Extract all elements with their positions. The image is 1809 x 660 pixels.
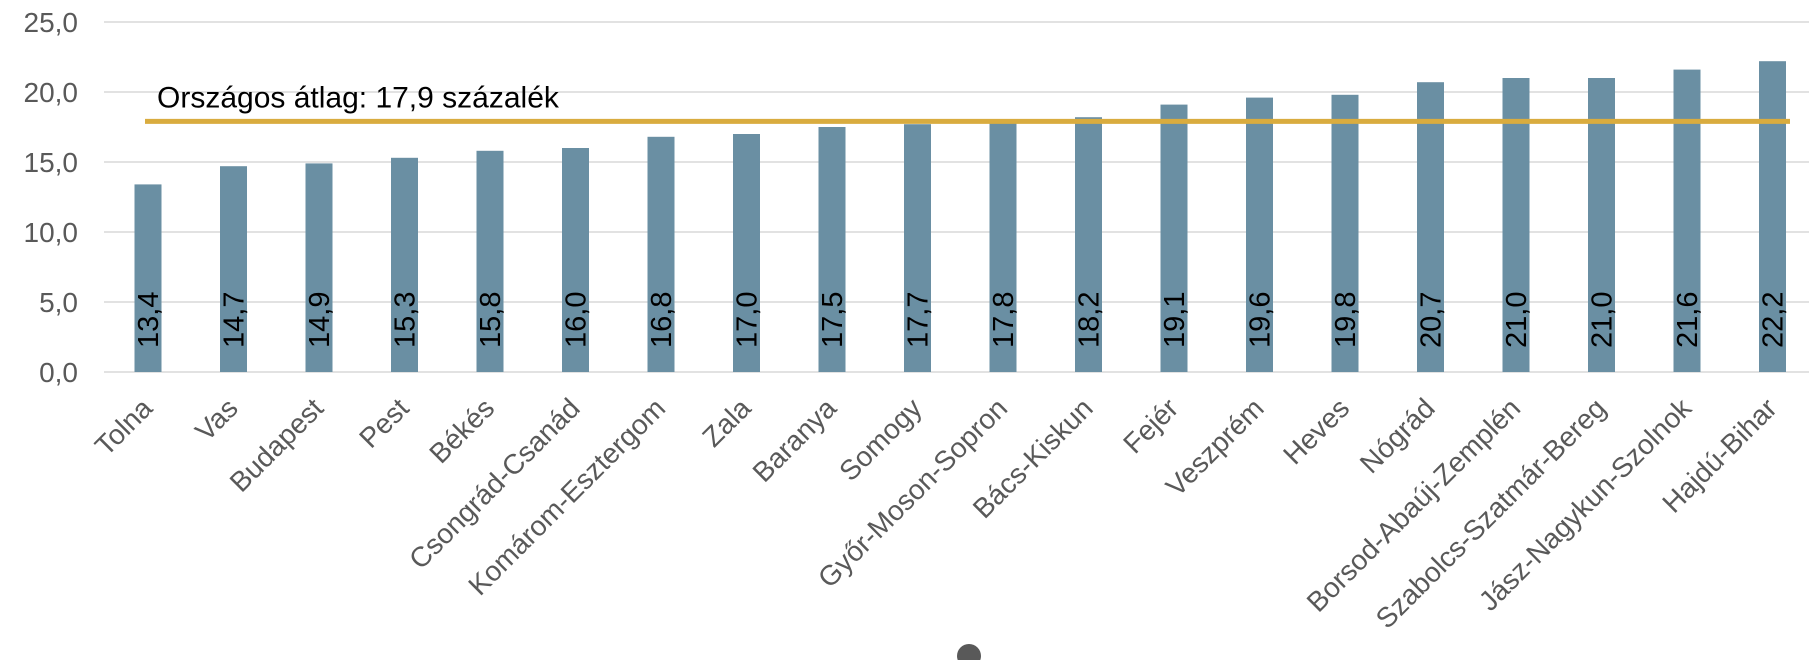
bar [220,166,247,372]
bar-value-label: 19,6 [1245,292,1277,348]
bar [1759,61,1786,372]
bar [1246,97,1273,372]
gridlines [104,21,1809,373]
category-label: Heves [1277,392,1355,470]
bar-value-label: 19,8 [1330,292,1362,348]
bar-value-label: 13,4 [133,292,165,348]
bar [1331,94,1359,373]
category-label: Pest [353,392,415,454]
bar [989,122,1017,372]
category-label: Budapest [224,392,330,498]
data-labels: 13,4 14,7 14,9 15,3 15,8 16,0 16,8 17,0 17,5 17,7… [133,292,1790,348]
y-tick-label: 20,0 [24,77,79,108]
bar [562,148,589,372]
y-tick-label: 25,0 [24,7,79,38]
bar [733,134,760,372]
bar-value-label: 21,6 [1672,292,1704,348]
category-label: Zala [696,392,757,453]
bar [904,124,931,372]
y-tick-label: 0,0 [39,357,78,388]
category-label: Békés [423,392,500,469]
bar-value-label: 17,0 [732,292,764,348]
bar-value-label: 21,0 [1587,292,1619,348]
category-label: Nógrád [1354,392,1441,479]
bar [391,157,418,372]
bar-value-label: 22,2 [1758,292,1790,348]
bar-value-label: 14,9 [304,292,336,348]
bar-value-label: 17,7 [903,292,935,348]
category-label: Vas [189,392,244,447]
bar [647,136,675,372]
bar [1588,78,1615,372]
bar [1075,117,1102,372]
bar-value-label: 19,1 [1159,292,1191,348]
y-tick-label: 15,0 [24,147,79,178]
bar-value-label: 16,0 [561,292,593,348]
y-tick-label: 5,0 [39,287,78,318]
bar [305,163,333,372]
bar-value-label: 17,8 [988,292,1020,348]
bar-value-label: 15,3 [390,292,422,348]
average-label: Országos átlag: 17,9 százalék [157,81,560,114]
bar-value-label: 14,7 [219,292,251,348]
category-label: Fejér [1117,392,1184,459]
bar [818,127,846,372]
category-label: Tolna [89,392,159,462]
bar [134,184,162,372]
category-label: Baranya [747,392,843,488]
bar-value-label: 18,2 [1074,292,1106,348]
bar-value-label: 17,5 [817,292,849,348]
bar-value-label: 21,0 [1501,292,1533,348]
bar [1160,104,1188,372]
bar-value-label: 15,8 [475,292,507,348]
bar [1502,78,1530,372]
average-line-group: Országos átlag: 17,9 százalék [145,81,1790,124]
bar-value-label: 20,7 [1416,292,1448,348]
dot-marker [957,644,981,660]
bar-value-label: 16,8 [646,292,678,348]
bar [1417,82,1444,372]
y-tick-label: 10,0 [24,217,79,248]
bar [476,150,504,372]
y-axis-tick-labels: 0,0 5,0 10,0 15,0 20,0 25,0 [24,7,79,388]
